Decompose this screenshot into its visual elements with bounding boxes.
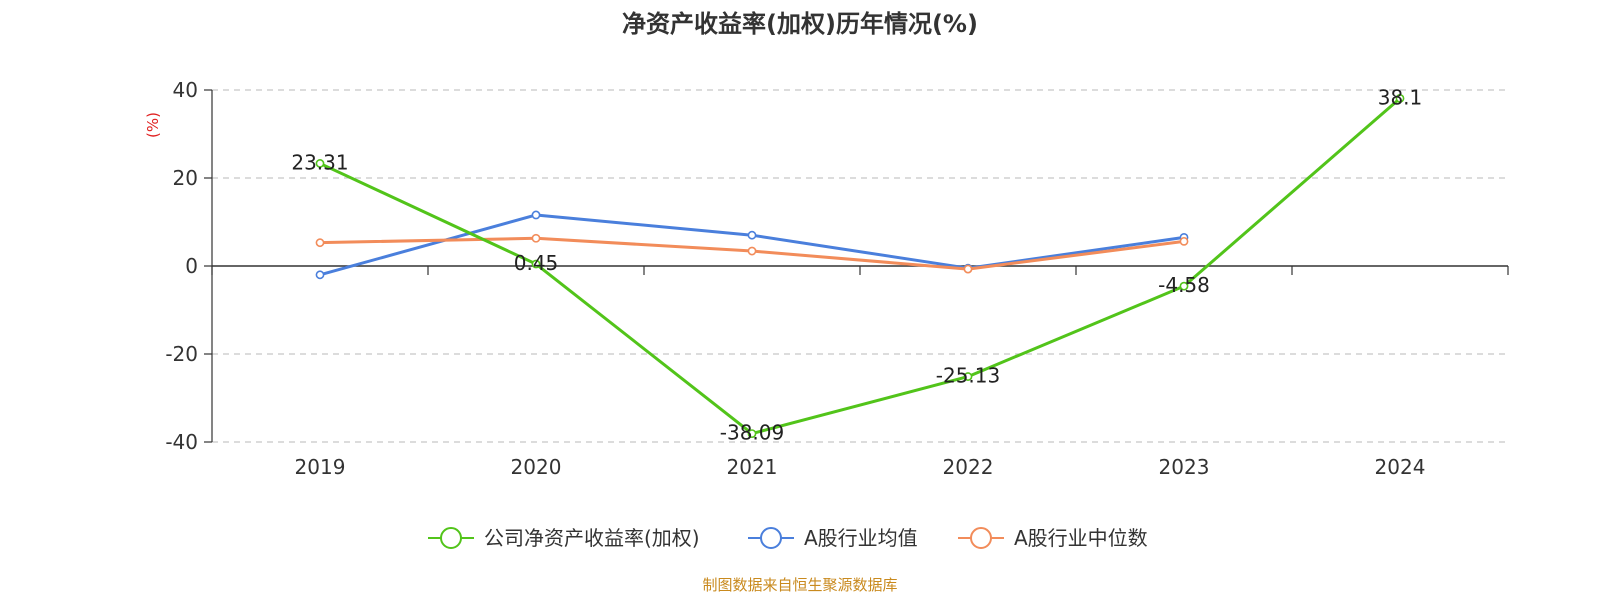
legend-label-1: A股行业均值	[804, 526, 918, 550]
legend-marker-1	[760, 527, 782, 549]
point-0-2020	[531, 259, 541, 269]
y-tick-label-3: -20	[165, 342, 198, 366]
x-tick-label-2021: 2021	[727, 455, 778, 479]
point-2-2019	[315, 238, 325, 248]
point-2-2020	[531, 233, 541, 243]
legend-label-2: A股行业中位数	[1014, 526, 1148, 550]
point-0-2022	[963, 372, 973, 381]
data-label-2019: 23.31	[291, 150, 348, 174]
series-line-0	[319, 97, 1401, 436]
axes: 40 20 0 -20 -40 2019 2020 2021 2022 2023 2024	[165, 78, 1509, 479]
point-0-2021	[747, 429, 757, 438]
legend-item-1: A股行业均值	[748, 526, 918, 550]
legend-marker-2	[970, 527, 992, 549]
y-tick-label-2: 0	[185, 254, 198, 278]
legend: 公司净资产收益率(加权) A股行业均值 A股行业中位数	[428, 526, 1148, 550]
x-tick-label-2020: 2020	[511, 455, 562, 479]
series-0	[315, 93, 1405, 438]
legend-label-0: 公司净资产收益率(加权)	[484, 526, 700, 550]
source-note: 制图数据来自恒生聚源数据库	[702, 576, 897, 594]
legend-item-2: A股行业中位数	[958, 526, 1148, 550]
y-tick-label-4: -40	[165, 430, 198, 454]
point-2-2022	[963, 264, 973, 274]
y-tick-label-1: 20	[173, 166, 198, 190]
point-1-2019	[315, 270, 325, 280]
chart-title: 净资产收益率(加权)历年情况(%)	[622, 10, 978, 38]
x-tick-label-2019: 2019	[295, 455, 346, 479]
data-label-2024: 38.1	[1378, 85, 1423, 109]
point-1-2020	[531, 210, 541, 220]
point-1-2021	[747, 230, 757, 240]
data-labels: 23.31 0.45 -38.09 -25.13 -4.58 38.1	[291, 85, 1422, 444]
x-tick-label-2022: 2022	[943, 455, 994, 479]
grid-lines	[212, 89, 1508, 443]
legend-item-0: 公司净资产收益率(加权)	[428, 526, 700, 550]
y-tick-label-0: 40	[173, 78, 198, 102]
point-2-2023	[1179, 236, 1189, 246]
legend-marker-0	[440, 527, 462, 549]
point-0-2019	[315, 159, 325, 168]
series-group	[315, 93, 1405, 438]
y-axis-label: (%)	[144, 112, 162, 138]
point-0-2024	[1395, 93, 1405, 103]
data-label-2023: -4.58	[1158, 273, 1210, 297]
data-label-2022: -25.13	[936, 364, 1000, 388]
series-1	[315, 210, 1189, 280]
data-label-2021: -38.09	[720, 421, 784, 445]
point-2-2021	[747, 246, 757, 256]
series-2	[315, 233, 1189, 274]
x-tick-label-2023: 2023	[1159, 455, 1210, 479]
point-0-2023	[1179, 281, 1189, 291]
x-tick-label-2024: 2024	[1375, 455, 1426, 479]
data-label-2020: 0.45	[514, 251, 559, 275]
